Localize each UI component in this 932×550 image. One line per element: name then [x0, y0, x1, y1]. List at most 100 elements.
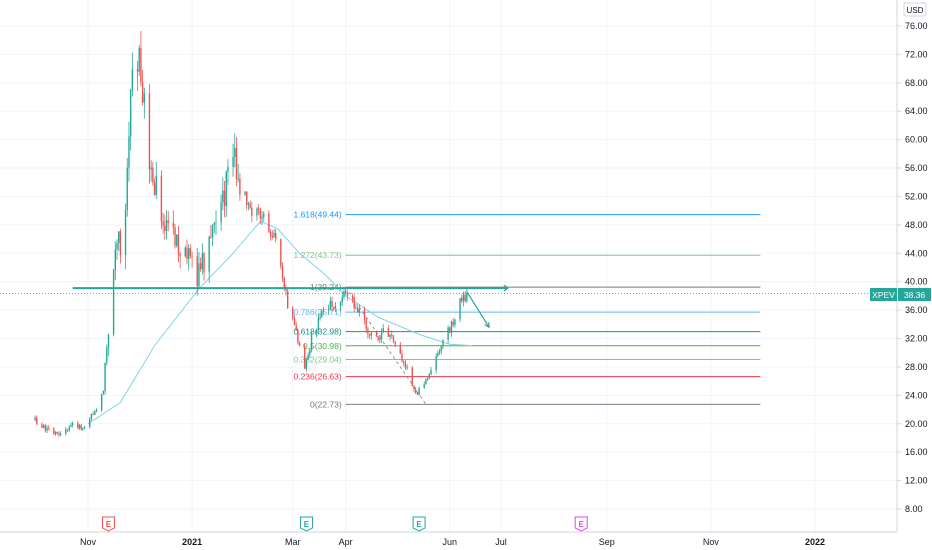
- candle: [309, 347, 311, 358]
- candle-body: [155, 175, 157, 195]
- fib-level-label: 0.382(29.04): [293, 355, 341, 365]
- candle: [58, 431, 60, 438]
- candle-body: [95, 410, 98, 412]
- moving-average-line: [87, 220, 473, 425]
- candle-body: [58, 432, 60, 435]
- candle: [141, 70, 144, 106]
- candle: [211, 224, 214, 247]
- candle-body: [89, 419, 91, 428]
- candle-body: [368, 334, 371, 336]
- candle: [377, 335, 379, 342]
- candle: [259, 207, 262, 225]
- candle: [41, 422, 43, 429]
- candle-body: [416, 392, 419, 395]
- candle-body: [104, 362, 106, 392]
- candle: [322, 306, 325, 315]
- candle: [375, 330, 378, 338]
- candle: [77, 421, 79, 430]
- candle: [68, 425, 70, 433]
- candle: [462, 291, 465, 307]
- candle-body: [343, 291, 345, 297]
- candle-body: [34, 417, 36, 421]
- candle: [331, 296, 333, 312]
- candle-body: [269, 231, 272, 236]
- candle-body: [112, 270, 115, 335]
- candle: [184, 245, 186, 258]
- candle-body: [71, 423, 74, 426]
- candle-body: [331, 300, 333, 308]
- candle-body: [257, 208, 260, 211]
- candle-body: [150, 167, 152, 170]
- candle-body: [70, 425, 72, 427]
- projection-arrow-head: [484, 322, 490, 329]
- earnings-marker[interactable]: E: [574, 516, 588, 532]
- fibonacci-extension[interactable]: 1.618(49.44)1.272(43.73)1(39.24)0.786(35…: [293, 210, 761, 410]
- candle: [148, 83, 151, 184]
- candle: [210, 225, 212, 239]
- fib-level-label: 0.5(30.98): [303, 341, 342, 351]
- candle-body: [327, 308, 330, 311]
- candle-body: [160, 175, 163, 222]
- candle-body: [310, 333, 313, 350]
- candle-body: [305, 358, 308, 369]
- candle-body: [106, 347, 108, 363]
- candle: [430, 367, 432, 376]
- candle: [333, 306, 335, 311]
- candle-body: [298, 342, 301, 346]
- price-tick-label: 28.00: [905, 362, 928, 372]
- candle: [269, 228, 272, 241]
- drawing-overlays[interactable]: [0, 284, 897, 329]
- time-tick-label: Nov: [703, 537, 720, 547]
- candle-body: [80, 425, 82, 430]
- fib-level-label: 0(22.73): [310, 399, 342, 409]
- candle: [70, 422, 72, 428]
- candle-body: [237, 178, 239, 180]
- candle: [234, 133, 236, 168]
- candle-body: [136, 69, 139, 72]
- candle: [321, 308, 323, 318]
- candle-body: [126, 167, 128, 210]
- time-axis[interactable]: Nov 2021 Mar Apr Jun Jul Sep Nov 2022: [80, 537, 825, 547]
- projection-arrow: [466, 291, 490, 328]
- candle: [187, 244, 190, 271]
- price-tick-label: 24.00: [905, 390, 928, 400]
- candle-body: [129, 89, 132, 137]
- candle-body: [391, 334, 393, 336]
- price-axis[interactable]: 76.00 72.00 68.00 64.00 60.00 56.00 52.00 48.00…: [897, 21, 928, 514]
- candle: [452, 318, 454, 328]
- candle: [406, 364, 408, 370]
- earnings-marker[interactable]: E: [299, 516, 313, 532]
- candle: [413, 384, 415, 393]
- earnings-marker[interactable]: E: [101, 516, 115, 532]
- candle: [353, 294, 355, 312]
- candle-body: [461, 297, 463, 302]
- candle: [199, 257, 202, 272]
- candle-body: [259, 210, 262, 219]
- candle-body: [172, 222, 175, 228]
- candle: [298, 341, 301, 347]
- candle-body: [148, 93, 151, 170]
- candle: [257, 204, 260, 215]
- candle: [447, 325, 449, 344]
- candle: [246, 191, 248, 210]
- price-tick-label: 64.00: [905, 106, 928, 116]
- candle: [92, 411, 94, 416]
- currency-badge[interactable]: USD: [903, 2, 927, 17]
- candle-body: [333, 307, 335, 309]
- price-tick-label: 72.00: [905, 49, 928, 59]
- earnings-label: E: [579, 520, 585, 529]
- candle-body: [414, 388, 417, 393]
- candle: [292, 306, 294, 321]
- candle: [220, 194, 222, 231]
- candle: [466, 288, 468, 304]
- candle: [261, 211, 263, 225]
- candle: [232, 143, 234, 177]
- candle-body: [222, 190, 224, 203]
- candle: [223, 180, 226, 218]
- earnings-marker[interactable]: E: [412, 516, 426, 532]
- candle: [341, 291, 343, 306]
- candle: [346, 290, 349, 301]
